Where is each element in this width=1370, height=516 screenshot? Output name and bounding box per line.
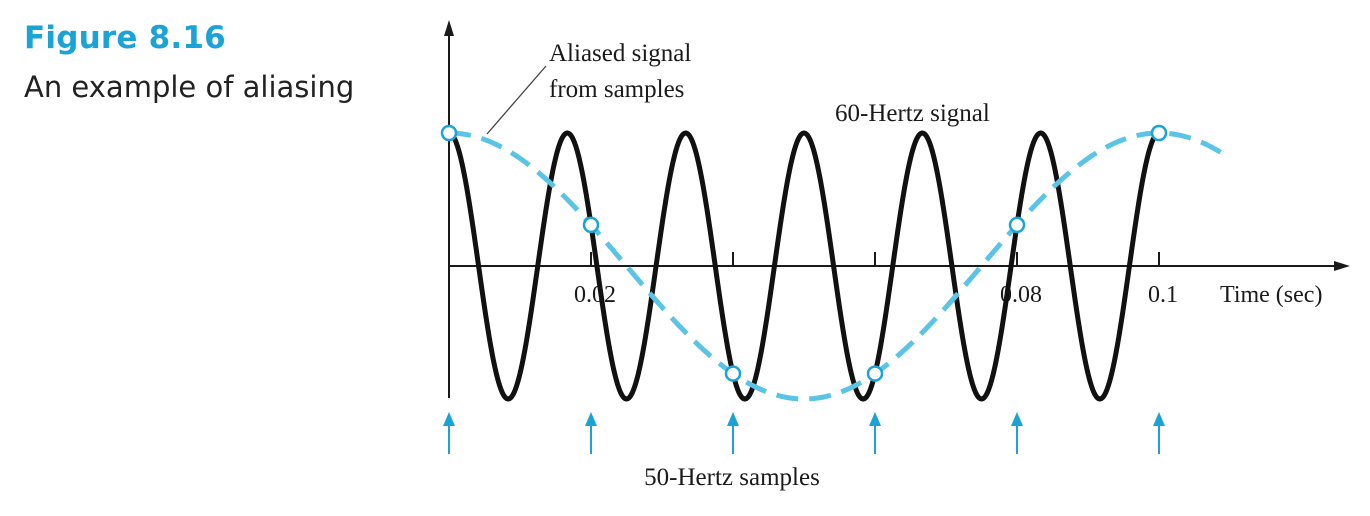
sample-arrow [1153, 412, 1165, 454]
signal-label: 60-Hertz signal [835, 100, 990, 127]
sample-point [726, 367, 740, 381]
sample-arrow [585, 412, 597, 454]
x-axis-label: Time (sec) [1220, 282, 1322, 308]
samples-label: 50-Hertz samples [644, 464, 820, 491]
sample-point [442, 126, 456, 140]
sample-point [868, 367, 882, 381]
sample-arrow [1011, 412, 1023, 454]
sample-arrow [443, 412, 455, 454]
aliased-leader-line [487, 66, 546, 134]
x-tick-label: 0.1 [1148, 282, 1178, 308]
sample-arrow [869, 412, 881, 454]
x-axis-arrowhead [1334, 261, 1350, 271]
aliased-label-line1: Aliased signal [549, 40, 691, 67]
x-tick-label: 0.02 [574, 282, 616, 308]
x-tick-labels: 0.02 0.08 0.1 [574, 282, 1178, 308]
y-axis-arrowhead [444, 20, 454, 36]
sample-arrows [443, 412, 1165, 454]
x-ticks [591, 252, 1159, 266]
aliased-label-line2: from samples [549, 76, 684, 103]
sample-point [1152, 126, 1166, 140]
sample-arrow [727, 412, 739, 454]
sample-point [1010, 218, 1024, 232]
sample-points [442, 126, 1166, 381]
sample-point [584, 218, 598, 232]
